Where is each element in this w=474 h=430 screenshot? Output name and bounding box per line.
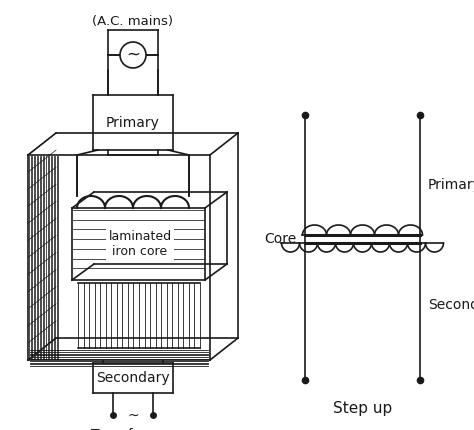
Circle shape bbox=[120, 42, 146, 68]
Text: Core: Core bbox=[265, 232, 297, 246]
Text: (A.C. mains): (A.C. mains) bbox=[92, 15, 173, 28]
Text: Primary: Primary bbox=[428, 178, 474, 192]
Text: ~: ~ bbox=[127, 409, 139, 423]
Text: Primary: Primary bbox=[106, 116, 160, 129]
Text: Step up: Step up bbox=[333, 400, 392, 415]
Text: laminated
iron core: laminated iron core bbox=[109, 230, 172, 258]
Text: Transformer: Transformer bbox=[91, 428, 175, 430]
Text: Secondary: Secondary bbox=[428, 298, 474, 312]
Text: ~: ~ bbox=[126, 46, 140, 64]
Text: Secondary: Secondary bbox=[96, 371, 170, 385]
